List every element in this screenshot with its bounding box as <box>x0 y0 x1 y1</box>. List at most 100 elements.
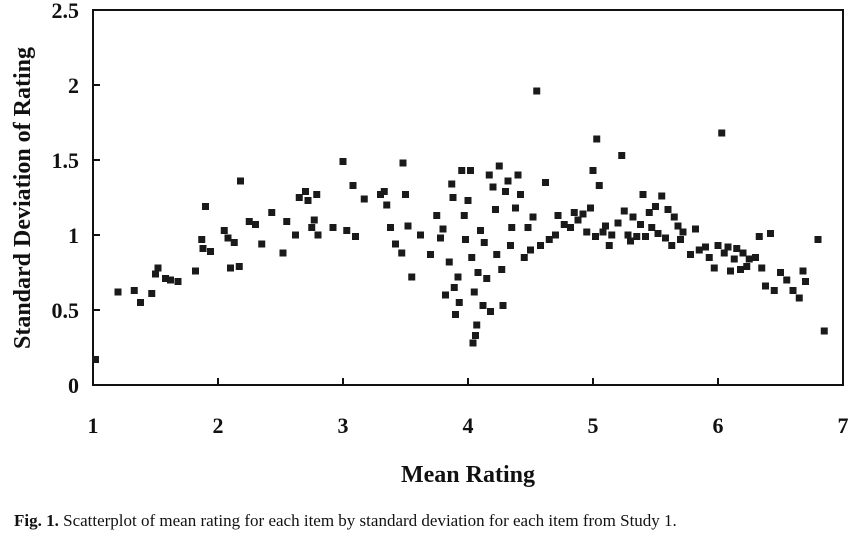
data-points <box>92 87 828 363</box>
data-point <box>727 267 734 275</box>
data-point <box>237 177 244 185</box>
data-point <box>702 243 709 251</box>
data-point <box>468 254 476 261</box>
data-point <box>517 191 524 198</box>
data-point <box>743 263 751 270</box>
data-point <box>167 276 174 284</box>
data-point <box>329 224 337 231</box>
data-point <box>449 194 457 201</box>
data-point <box>537 242 544 249</box>
data-point <box>758 264 766 272</box>
data-point <box>499 302 507 309</box>
data-point <box>614 219 622 227</box>
data-point <box>130 287 138 294</box>
data-point <box>755 233 763 240</box>
data-point <box>718 129 726 137</box>
data-point <box>437 234 444 242</box>
data-point <box>762 282 769 290</box>
data-point <box>714 242 722 249</box>
data-point <box>399 159 407 167</box>
data-point <box>485 171 493 179</box>
data-point <box>439 225 447 233</box>
data-point <box>92 356 99 363</box>
data-point <box>624 231 632 239</box>
data-point <box>560 221 568 228</box>
data-point <box>730 255 738 263</box>
x-tick-label: 5 <box>588 413 599 438</box>
y-tick-label: 1 <box>68 223 79 248</box>
data-point <box>502 188 509 195</box>
data-point <box>352 233 359 240</box>
data-point <box>545 236 553 243</box>
data-point <box>504 177 512 185</box>
data-point <box>304 197 312 204</box>
data-point <box>292 231 299 239</box>
data-point <box>554 212 562 219</box>
data-point <box>579 210 587 218</box>
data-point <box>495 162 503 170</box>
data-point <box>679 228 687 236</box>
x-tick-label: 4 <box>463 413 474 438</box>
data-point <box>574 216 582 224</box>
data-point <box>380 188 388 195</box>
data-point <box>427 251 434 258</box>
data-point <box>308 224 316 231</box>
data-point <box>448 180 456 188</box>
data-point <box>493 251 501 258</box>
data-point <box>383 201 391 209</box>
data-point <box>258 240 266 248</box>
data-point <box>417 231 424 239</box>
data-point <box>802 278 809 285</box>
data-point <box>473 321 481 329</box>
data-point <box>710 264 718 272</box>
data-point <box>349 182 357 189</box>
data-point <box>658 192 666 200</box>
data-point <box>474 269 482 276</box>
data-point <box>737 266 744 273</box>
data-point <box>313 191 321 198</box>
y-tick-label: 0.5 <box>52 298 80 323</box>
data-point <box>230 239 238 246</box>
data-point <box>283 218 291 225</box>
data-point <box>508 224 516 231</box>
data-point <box>148 290 156 297</box>
data-point <box>770 287 778 294</box>
data-point <box>662 234 669 242</box>
data-point <box>664 206 672 213</box>
data-point <box>489 183 497 191</box>
data-point <box>814 236 822 243</box>
data-point <box>652 203 659 210</box>
data-point <box>445 258 453 266</box>
data-point <box>477 227 484 234</box>
data-point <box>593 135 601 143</box>
data-point <box>512 204 519 212</box>
data-point <box>467 167 474 174</box>
data-point <box>224 234 232 242</box>
data-point <box>605 242 613 249</box>
data-point <box>470 288 478 296</box>
data-point <box>595 182 603 189</box>
data-point <box>599 228 607 236</box>
data-point <box>583 228 591 236</box>
data-point <box>645 209 653 216</box>
data-point <box>310 216 318 224</box>
data-point <box>654 230 662 237</box>
data-point <box>252 221 259 228</box>
data-point <box>795 294 803 302</box>
data-point <box>514 171 522 179</box>
x-tick-label: 7 <box>838 413 849 438</box>
data-point <box>279 249 287 257</box>
data-point <box>642 233 649 240</box>
data-point <box>392 240 399 248</box>
x-axis-title: Mean Rating <box>401 462 535 488</box>
data-point <box>777 269 784 276</box>
data-point <box>633 233 641 240</box>
data-point <box>720 249 728 257</box>
caption-text: Scatterplot of mean rating for each item… <box>63 511 677 530</box>
data-point <box>589 167 597 174</box>
data-point <box>220 227 228 234</box>
data-point <box>455 299 463 306</box>
data-point <box>472 332 479 339</box>
data-point <box>268 209 276 216</box>
data-point <box>692 225 699 233</box>
